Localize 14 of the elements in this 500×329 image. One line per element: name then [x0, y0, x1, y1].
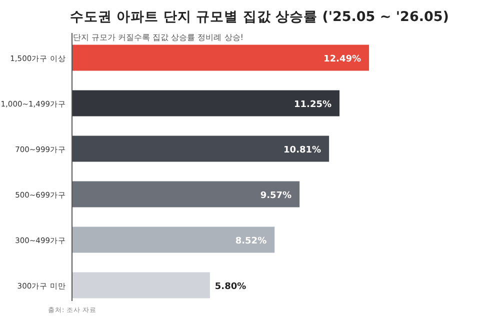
bar	[72, 44, 369, 71]
bar	[72, 181, 300, 208]
data-label: 5.80%	[214, 282, 246, 292]
bar	[72, 136, 330, 162]
chart-title: 수도권 아파트 단지 규모별 집값 상승률 ('25.05 ~ '26.05)	[70, 9, 449, 25]
bar	[72, 226, 275, 253]
data-label: 9.57%	[260, 190, 292, 201]
chart-subtitle: 단지 규모가 커질수록 집값 상승률 정비례 상승!	[73, 33, 244, 42]
bar	[72, 272, 210, 298]
data-label: 10.81%	[284, 145, 322, 156]
data-label: 12.49%	[324, 54, 361, 64]
data-label: 8.52%	[235, 236, 267, 246]
data-label: 11.25%	[294, 100, 332, 110]
bar	[72, 90, 340, 116]
